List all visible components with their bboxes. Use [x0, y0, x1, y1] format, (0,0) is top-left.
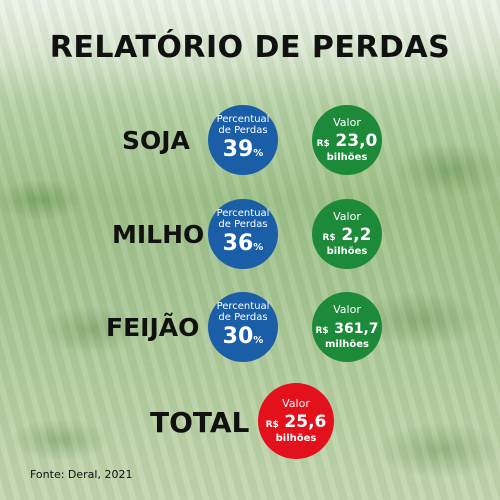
- crop-label-soja: SOJA: [122, 126, 190, 155]
- percent-circle-milho: Percentual de Perdas 36%: [208, 199, 278, 269]
- page-title: RELATÓRIO DE PERDAS: [49, 30, 451, 65]
- value-label: Valor: [333, 116, 361, 129]
- percent-value: 39%: [222, 137, 264, 162]
- value-amount: R$ 2,2: [322, 225, 372, 245]
- value-scale: bilhões: [326, 152, 368, 163]
- value-circle-milho: Valor R$ 2,2 bilhões: [312, 199, 382, 269]
- percent-circle-soja: Percentual de Perdas 39%: [208, 105, 278, 175]
- percent-value: 36%: [222, 231, 264, 256]
- value-amount: R$ 25,6: [265, 412, 327, 432]
- total-label: TOTAL: [150, 406, 250, 439]
- percent-label: Percentual de Perdas: [216, 301, 270, 323]
- value-scale: milhões: [325, 339, 369, 350]
- value-scale: bilhões: [275, 433, 317, 444]
- value-circle-feijao: Valor R$ 361,7 milhões: [312, 292, 382, 362]
- percent-label: Percentual de Perdas: [216, 208, 270, 230]
- source-note: Fonte: Deral, 2021: [30, 468, 133, 481]
- percent-label: Percentual de Perdas: [216, 114, 270, 136]
- value-circle-soja: Valor R$ 23,0 bilhões: [312, 105, 382, 175]
- crop-label-feijao: FEIJÃO: [106, 313, 200, 342]
- value-amount: R$ 361,7: [315, 321, 379, 337]
- percent-value: 30%: [222, 324, 264, 349]
- value-label: Valor: [282, 397, 310, 410]
- value-scale: bilhões: [326, 246, 368, 257]
- total-value-circle: Valor R$ 25,6 bilhões: [258, 383, 334, 459]
- percent-circle-feijao: Percentual de Perdas 30%: [208, 292, 278, 362]
- crop-label-milho: MILHO: [112, 220, 205, 249]
- value-label: Valor: [333, 303, 361, 316]
- value-label: Valor: [333, 210, 361, 223]
- value-amount: R$ 23,0: [316, 131, 378, 151]
